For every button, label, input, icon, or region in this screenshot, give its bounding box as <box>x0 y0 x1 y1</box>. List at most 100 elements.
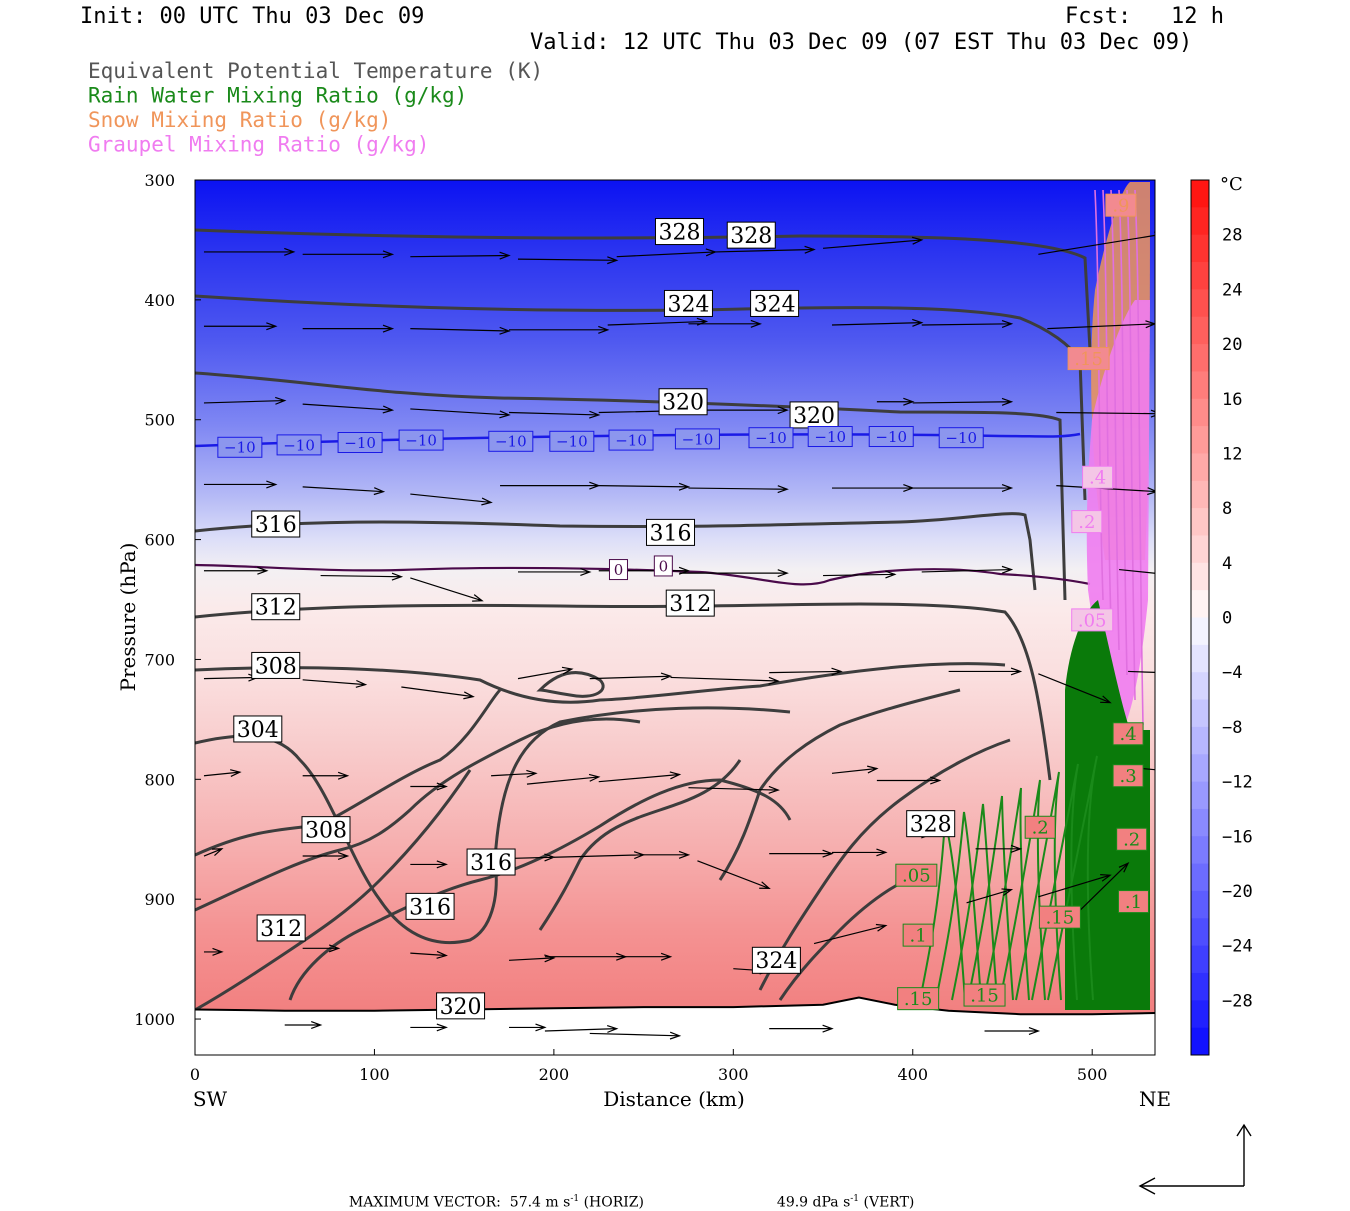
colorbar-tick-label: 8 <box>1222 499 1232 519</box>
max-vector-prefix: MAXIMUM VECTOR: <box>348 1194 501 1211</box>
contour-label-box <box>1082 465 1114 489</box>
wind-vector <box>589 1031 682 1040</box>
wind-vector <box>203 247 296 256</box>
wind-vector <box>302 324 395 333</box>
contour-label-text: 304 <box>237 718 279 743</box>
colorbar-segment <box>1191 180 1209 208</box>
contour-label-box <box>750 289 800 317</box>
maximum-vector-note: MAXIMUM VECTOR: 57.4 m s-1 (HORIZ) <box>340 1178 644 1211</box>
contour-label-box <box>1117 890 1149 914</box>
colorbar-tick-label: −8 <box>1222 718 1242 738</box>
contour-label-text: .1 <box>1125 892 1142 913</box>
wind-vector <box>302 250 395 259</box>
wind-vector <box>410 251 511 260</box>
contour-label-text: −10 <box>224 439 256 457</box>
wind-vector <box>553 851 646 860</box>
colorbar-tick-label: −12 <box>1222 773 1253 793</box>
horizontal-reference-arrowhead <box>1138 1177 1156 1195</box>
colorbar-segment <box>1191 863 1209 892</box>
y-tick-label: 500 <box>144 411 175 430</box>
theta-e-contour-line <box>758 738 1011 991</box>
contour-labels: 328 328 324 324 320 320 316 316 312 312 308 304 308 3… <box>217 193 1149 1020</box>
temperature-colorbar: °C 28 24 20 16 12 8 4 0 −4 −8 −12 −16 −20 −24 −28 <box>1190 174 1253 1056</box>
theta-e-contour-line <box>195 662 1006 704</box>
wind-vector <box>616 952 673 961</box>
theta-e-contour-line <box>718 688 961 881</box>
wind-vector <box>697 860 771 890</box>
colorbar-tick-label: 12 <box>1222 444 1242 464</box>
colorbar-tick-label: 20 <box>1222 335 1242 355</box>
contour-label-text: .4 <box>1119 724 1136 745</box>
wind-vector <box>984 1027 1041 1036</box>
contour-label-box <box>276 434 322 456</box>
graupel-contour-line <box>1126 189 1136 701</box>
wind-vector <box>876 397 915 406</box>
wind-vector <box>706 406 789 415</box>
colorbar-segment <box>1191 754 1209 783</box>
contour-label-box <box>466 848 516 876</box>
colorbar-tick-label: 0 <box>1222 609 1232 629</box>
colorbar-segment <box>1191 1027 1209 1056</box>
contour-label-box <box>1105 193 1137 217</box>
contour-label-box <box>1112 764 1144 788</box>
contour-label-text: −10 <box>556 433 588 451</box>
contour-label-box <box>549 430 595 452</box>
wind-vector <box>410 577 484 602</box>
y-tick-label: 900 <box>144 890 175 909</box>
colorbar-segment <box>1191 672 1209 701</box>
rain-contour-line <box>935 811 982 1001</box>
wind-vector <box>302 486 386 496</box>
contour-label-text: 320 <box>793 404 835 429</box>
valid-time: Valid: 12 UTC Thu 03 Dec 09 (07 EST Thu … <box>530 30 1193 55</box>
wind-vector <box>769 849 834 858</box>
x-tick-label: 0 <box>190 1065 200 1084</box>
wind-vector <box>203 769 242 778</box>
contour-label-text: −10 <box>814 428 846 446</box>
colorbar-segment <box>1191 480 1209 509</box>
wind-vector <box>1047 320 1155 330</box>
contour-label-text: 328 <box>910 813 952 838</box>
colorbar-segment <box>1191 316 1209 345</box>
contour-label-box <box>217 436 263 458</box>
y-tick-label: 300 <box>144 171 175 190</box>
wind-vector <box>203 480 278 489</box>
colorbar-segment <box>1191 644 1209 673</box>
contour-label-box <box>938 427 984 449</box>
wind-vector <box>966 888 1014 904</box>
wind-vector <box>912 484 1014 493</box>
theta-e-contour-line <box>195 602 1052 781</box>
contour-label-text: 0 <box>614 561 624 579</box>
theta-e-contour-line <box>538 759 742 931</box>
wind-vector <box>1073 861 1130 917</box>
wind-vector <box>410 493 493 506</box>
contour-label-box <box>256 914 306 942</box>
contour-label-box <box>902 923 934 947</box>
wind-vector <box>688 785 780 794</box>
wind-vector <box>822 236 924 249</box>
wind-vector <box>589 672 673 681</box>
wind-vector <box>302 852 350 861</box>
contour-label-text: −10 <box>495 433 527 451</box>
x-right-direction-label: NE <box>1139 1087 1171 1111</box>
init-time: Init: 00 UTC Thu 03 Dec 09 <box>80 4 425 29</box>
x-tick-label: 100 <box>359 1065 390 1084</box>
rain-contour-line <box>951 803 998 1001</box>
wind-vector <box>500 481 601 490</box>
contour-label-text: .9 <box>1112 196 1129 217</box>
colorbar-segment <box>1191 699 1209 728</box>
contour-label-text: .15 <box>904 989 933 1010</box>
wind-vector <box>813 923 888 945</box>
contour-label-text: 312 <box>255 596 297 621</box>
colorbar-segment <box>1191 508 1209 536</box>
legend-entry: Equivalent Potential Temperature (K) <box>88 59 543 83</box>
colorbar-tick-label: −28 <box>1222 991 1253 1011</box>
colorbar-segment <box>1191 344 1209 372</box>
colorbar-segment <box>1191 890 1209 919</box>
wind-vector <box>517 666 574 680</box>
colorbar-segment <box>1191 918 1209 947</box>
wind-vector <box>410 860 448 869</box>
contour-label-box <box>726 221 776 249</box>
variable-legend: Equivalent Potential Temperature (K)Rain… <box>88 59 543 157</box>
colorbar-segment <box>1191 726 1209 755</box>
